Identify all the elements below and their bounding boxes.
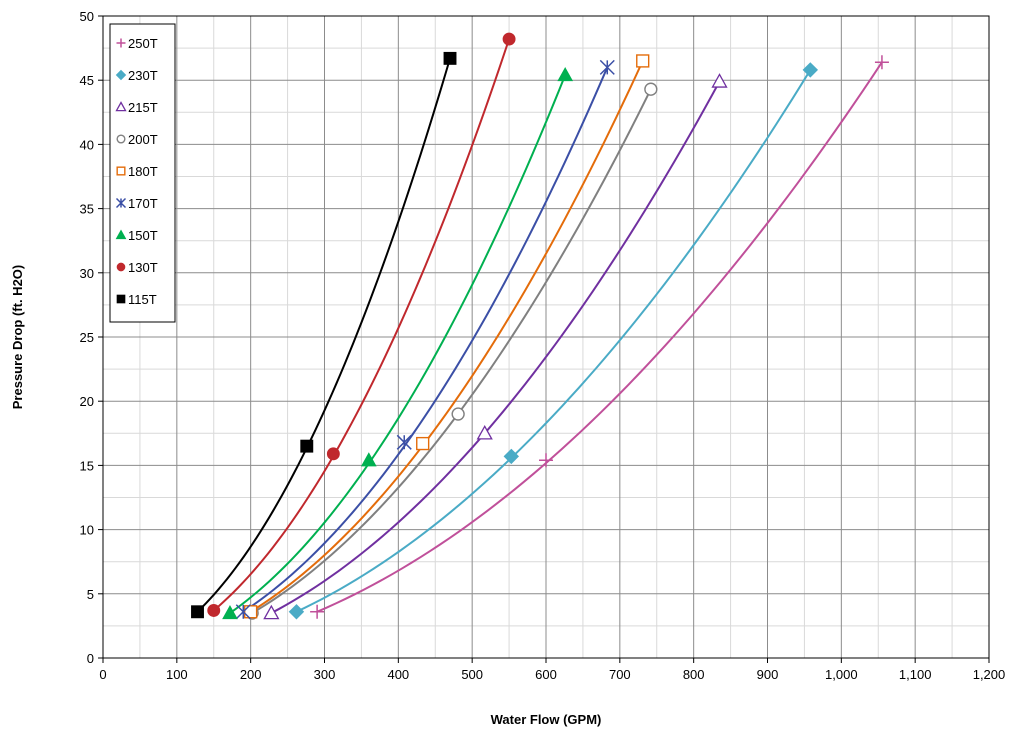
trend-curve-170T (242, 66, 609, 613)
data-point-230T (288, 604, 305, 620)
trend-curve-200T (251, 88, 652, 614)
data-point-250T (539, 453, 553, 468)
data-point-215T (711, 73, 728, 88)
x-tick-label: 0 (99, 667, 106, 682)
x-tick-label: 300 (314, 667, 336, 682)
x-tick-label: 800 (683, 667, 705, 682)
legend-marker-150T (115, 229, 127, 240)
legend-label: 150T (128, 228, 158, 243)
legend-marker-215T (115, 101, 127, 112)
data-point-150T (222, 605, 238, 620)
x-tick-label: 1,200 (973, 667, 1006, 682)
y-tick-label: 0 (87, 651, 94, 666)
data-point-115T (191, 605, 204, 619)
trend-curves (196, 38, 883, 614)
legend-marker-250T (116, 38, 126, 48)
data-point-150T (557, 67, 574, 82)
trend-curve-130T (213, 38, 511, 612)
y-tick-label: 30 (80, 266, 94, 281)
x-tick-label: 1,000 (825, 667, 858, 682)
trend-curve-215T (270, 80, 721, 614)
legend-label: 130T (128, 260, 158, 275)
y-tick-label: 25 (80, 330, 94, 345)
trend-curve-180T (250, 60, 644, 613)
data-point-150T (360, 452, 377, 467)
y-axis-title: Pressure Drop (ft. H2O) (10, 265, 25, 409)
legend-marker-180T (116, 166, 126, 176)
data-point-215T (263, 604, 280, 620)
y-tick-label: 20 (80, 394, 94, 409)
trend-curve-250T (316, 61, 883, 613)
y-tick-label: 5 (87, 587, 94, 602)
legend: 250T 230T 215T 200T 180T 170T 150T 130T 115T (109, 23, 176, 323)
y-tick-label: 10 (80, 523, 94, 538)
data-point-170T (235, 604, 251, 620)
data-point-230T (802, 62, 819, 78)
y-tick-labels: 0 5 10 15 20 25 30 35 40 45 50 (80, 9, 103, 666)
x-tick-label: 1,100 (899, 667, 932, 682)
y-tick-label: 40 (80, 137, 94, 152)
y-tick-label: 45 (80, 73, 94, 88)
data-point-250T (310, 604, 325, 619)
y-tick-label: 50 (80, 9, 94, 24)
data-point-130T (502, 32, 516, 46)
legend-label: 170T (128, 196, 158, 211)
data-point-115T (443, 51, 457, 65)
data-point-180T (636, 54, 650, 68)
data-markers (191, 32, 889, 620)
data-point-180T (416, 436, 430, 451)
data-point-215T (476, 424, 493, 440)
x-tick-label: 600 (535, 667, 557, 682)
data-point-170T (396, 434, 412, 450)
legend-label: 115T (128, 292, 157, 307)
legend-marker-130T (116, 262, 126, 272)
x-tick-label: 500 (461, 667, 483, 682)
legend-marker-230T (115, 69, 127, 81)
trend-curve-230T (296, 69, 812, 613)
data-point-230T (503, 448, 520, 465)
data-point-200T (644, 82, 658, 96)
y-tick-label: 35 (80, 202, 94, 217)
y-tick-label: 15 (80, 458, 94, 473)
legend-marker-200T (116, 134, 126, 144)
data-point-130T (207, 604, 221, 617)
legend-marker-115T (116, 294, 126, 304)
legend-marker-170T (115, 197, 127, 209)
legend-label: 250T (128, 36, 158, 51)
data-point-170T (599, 59, 615, 75)
legend-label: 200T (128, 132, 158, 147)
x-tick-label: 400 (387, 667, 409, 682)
data-point-180T (244, 605, 258, 619)
data-point-130T (326, 447, 340, 461)
x-axis-title: Water Flow (GPM) (491, 712, 602, 727)
legend-label: 230T (128, 68, 158, 83)
x-tick-label: 700 (609, 667, 631, 682)
legend-label: 180T (128, 164, 158, 179)
data-point-250T (874, 55, 889, 70)
trend-curve-150T (229, 74, 567, 614)
x-tick-label: 100 (166, 667, 188, 682)
x-tick-labels: 0 100 200 300 400 500 600 700 800 900 1,000 1,100 1,… (99, 658, 1005, 682)
x-tick-label: 900 (757, 667, 779, 682)
trend-curve-115T (196, 58, 451, 613)
data-point-115T (300, 439, 314, 453)
legend-label: 215T (128, 100, 158, 115)
data-point-200T (451, 407, 465, 421)
x-tick-label: 200 (240, 667, 262, 682)
